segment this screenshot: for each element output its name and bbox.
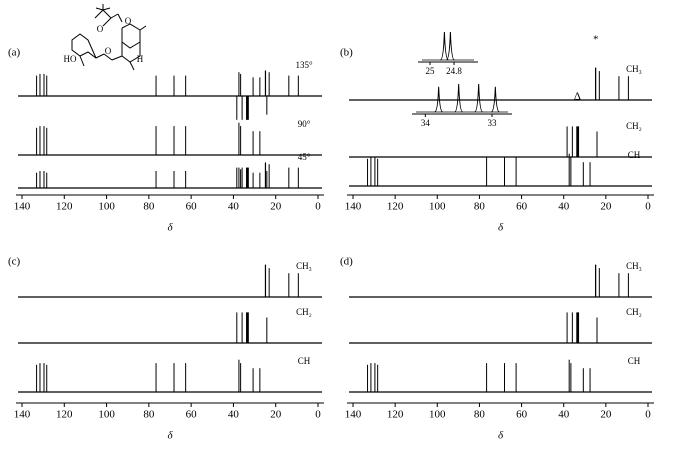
x-tick-label: 120 [387, 409, 404, 421]
series-label: 135° [295, 60, 313, 70]
x-axis-label: δ [167, 222, 173, 234]
inset-peak [491, 86, 500, 113]
structure-atom: O [105, 46, 112, 56]
x-tick-label: 0 [315, 201, 321, 213]
x-tick-label: 80 [474, 409, 486, 421]
x-tick-label: 40 [558, 201, 570, 213]
structure-atom: HO [64, 54, 77, 64]
series-label: CH₂ [296, 307, 312, 317]
x-tick-label: 80 [143, 201, 155, 213]
x-tick-label: 20 [270, 201, 282, 213]
x-tick-label: 0 [315, 409, 321, 421]
panel-label: (c) [8, 256, 21, 268]
peak-annotation: * [593, 34, 599, 46]
panel-label: (d) [340, 256, 353, 268]
x-axis-label: δ [167, 430, 173, 442]
x-tick-label: 140 [14, 201, 31, 213]
x-tick-label: 140 [345, 201, 362, 213]
x-tick-label: 0 [645, 201, 651, 213]
x-tick-label: 20 [600, 201, 612, 213]
peak-annotation: Δ [574, 91, 581, 103]
structure-drawing [71, 4, 147, 71]
series-label: CH₂ [626, 121, 642, 131]
x-tick-label: 20 [270, 409, 282, 421]
panel-label: (b) [340, 47, 353, 59]
series-label: CH [298, 356, 311, 366]
x-tick-label: 40 [228, 409, 240, 421]
inset-peak [434, 86, 443, 113]
x-tick-label: 20 [600, 409, 612, 421]
structure-atom: H [137, 54, 144, 64]
x-tick-label: 60 [516, 201, 528, 213]
x-tick-label: 100 [429, 201, 446, 213]
inset-tick-label: 34 [421, 118, 431, 128]
series-label: CH₃ [296, 261, 312, 271]
series-label: 90° [298, 119, 311, 129]
inset-tick-label: 25 [426, 66, 436, 76]
inset-peak [440, 31, 449, 61]
x-tick-label: 40 [558, 409, 570, 421]
series-label: CH₃ [626, 261, 642, 271]
x-tick-label: 100 [429, 409, 446, 421]
series-label: 45° [298, 152, 311, 162]
structure-atom: O [97, 24, 104, 34]
x-tick-label: 100 [98, 201, 115, 213]
series-label: CH [628, 356, 641, 366]
x-tick-label: 140 [345, 409, 362, 421]
inset-peak [474, 83, 483, 113]
x-tick-label: 120 [56, 201, 73, 213]
x-tick-label: 100 [98, 409, 115, 421]
inset-peak [446, 31, 455, 61]
x-tick-label: 60 [516, 409, 528, 421]
inset-tick-label: 24.8 [446, 66, 462, 76]
x-tick-label: 60 [186, 201, 198, 213]
inset-tick-label: 33 [488, 118, 498, 128]
inset-peak [454, 83, 463, 113]
series-label: CH [628, 150, 641, 160]
x-tick-label: 40 [228, 201, 240, 213]
x-tick-label: 60 [186, 409, 198, 421]
x-tick-label: 80 [474, 201, 486, 213]
x-tick-label: 80 [143, 409, 155, 421]
series-label: CH₂ [626, 307, 642, 317]
x-axis-label: δ [498, 430, 504, 442]
x-tick-label: 140 [14, 409, 31, 421]
x-tick-label: 120 [56, 409, 73, 421]
structure-atom: O [125, 16, 132, 26]
series-label: CH₃ [626, 64, 642, 74]
x-tick-label: 120 [387, 201, 404, 213]
panel-label: (a) [8, 47, 21, 59]
x-axis-label: δ [498, 222, 504, 234]
x-tick-label: 0 [645, 409, 651, 421]
